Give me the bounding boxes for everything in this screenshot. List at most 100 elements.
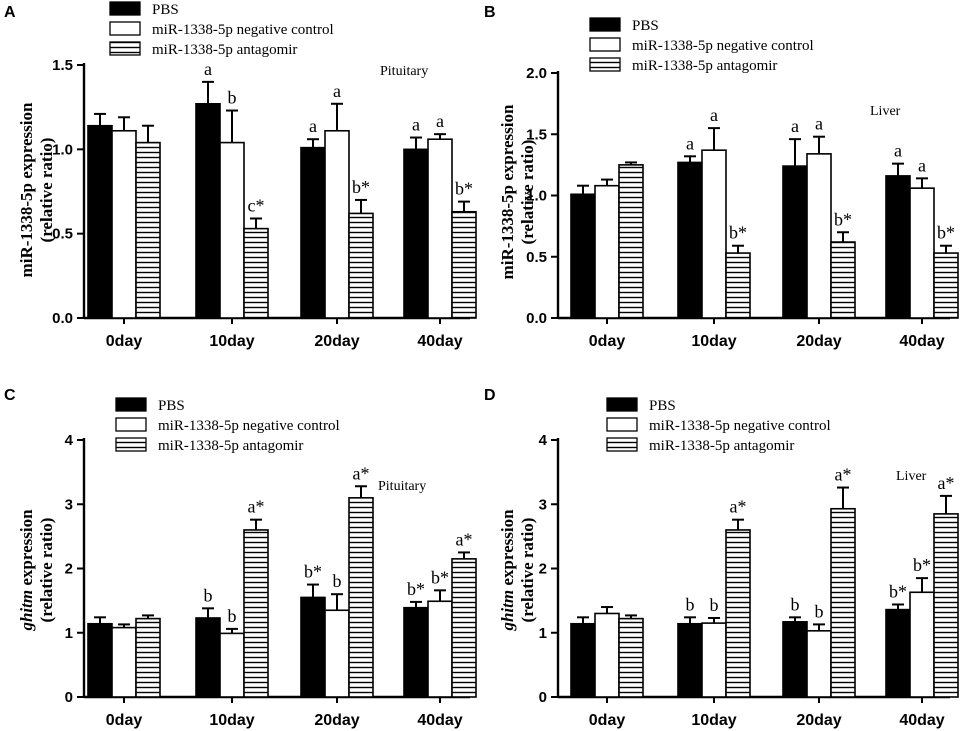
tissue-label: Pituitary	[378, 479, 426, 494]
bar	[782, 621, 808, 698]
bar	[87, 622, 113, 698]
significance-label: b*	[407, 579, 425, 599]
tissue-label: Liver	[896, 469, 927, 484]
legend-label-2: miR-1338-5p antagomir	[152, 42, 297, 58]
bar	[300, 146, 326, 319]
significance-label: a	[686, 133, 694, 153]
panel-B: B PBS miR-1338-5p negative control miR-1338…	[484, 4, 959, 350]
y-tick-label: 0.5	[526, 249, 547, 266]
bar	[570, 193, 596, 319]
legend-swatch-0	[109, 1, 141, 16]
bar	[403, 606, 429, 698]
legend-swatch-1	[606, 417, 638, 432]
bar	[427, 138, 453, 319]
bar	[243, 529, 269, 698]
bar	[111, 129, 137, 319]
bar	[87, 124, 113, 319]
bar	[782, 165, 808, 319]
significance-label: b	[815, 601, 824, 621]
y-axis-title: miR-1338-5p expression(relative ratio)	[498, 104, 537, 279]
bar	[219, 141, 245, 319]
bar	[909, 591, 935, 698]
bar	[885, 175, 911, 319]
significance-label: b	[204, 585, 213, 605]
y-tick-label: 1	[65, 625, 73, 642]
panel-letter: C	[4, 387, 16, 404]
bar	[701, 149, 727, 319]
y-axis-title: ghitm expression(relative ratio)	[498, 509, 537, 632]
significance-label: b*	[352, 177, 370, 197]
y-tick-label: 1.0	[526, 188, 547, 205]
bar	[594, 184, 620, 319]
significance-label: b*	[431, 567, 449, 587]
legend: PBS miR-1338-5p negative control miR-1338-…	[115, 397, 340, 454]
significance-label: a	[436, 111, 444, 131]
tissue-label: Liver	[870, 104, 901, 119]
significance-label: b*	[937, 223, 955, 243]
significance-label: c*	[248, 195, 265, 215]
significance-label: a*	[353, 463, 370, 483]
panel-letter: A	[4, 4, 16, 21]
y-tick-label: 2	[65, 561, 73, 578]
bar	[909, 187, 935, 319]
legend-label-1: miR-1338-5p negative control	[649, 418, 831, 434]
significance-label: a*	[938, 473, 955, 493]
significance-label: a*	[248, 497, 265, 517]
significance-label: a*	[730, 497, 747, 517]
panel-letter: D	[484, 387, 496, 404]
legend-label-1: miR-1338-5p negative control	[152, 22, 334, 38]
y-tick-label: 0	[539, 689, 547, 706]
bar	[324, 609, 350, 698]
legend: PBS miR-1338-5p negative control miR-1338-…	[606, 397, 831, 454]
y-axis-title-line2: (relative ratio)	[37, 518, 56, 623]
legend-label-1: miR-1338-5p negative control	[158, 418, 340, 434]
y-tick-label: 1.0	[52, 141, 73, 158]
x-tick-label: 0day	[589, 712, 626, 729]
bar	[324, 129, 350, 319]
y-tick-label: 3	[65, 496, 73, 513]
legend-label-0: PBS	[632, 18, 659, 34]
y-axis-title-line2: (relative ratio)	[518, 518, 537, 623]
x-tick-label: 0day	[106, 712, 143, 729]
legend: PBS miR-1338-5p negative control miR-1338-…	[109, 1, 334, 58]
bar	[725, 252, 751, 319]
significance-label: b*	[455, 179, 473, 199]
bar	[427, 600, 453, 698]
legend-label-2: miR-1338-5p antagomir	[632, 58, 777, 74]
legend-swatch-0	[589, 17, 621, 32]
y-axis-title-line1: ghitm expression	[498, 509, 517, 632]
significance-label: a*	[456, 529, 473, 549]
significance-label: a	[894, 141, 902, 161]
x-tick-label: 0day	[589, 333, 626, 350]
bar	[300, 596, 326, 698]
x-tick-label: 10day	[209, 333, 254, 350]
bar	[243, 227, 269, 319]
significance-label: a	[815, 114, 823, 134]
significance-label: b	[686, 594, 695, 614]
y-axis-title-line2: (relative ratio)	[37, 138, 56, 243]
significance-label: a	[791, 116, 799, 136]
y-tick-label: 2	[539, 561, 547, 578]
bar	[885, 608, 911, 698]
bar	[830, 507, 856, 698]
significance-label: a*	[835, 465, 852, 485]
y-tick-label: 1.5	[526, 126, 547, 143]
legend-label-2: miR-1338-5p antagomir	[649, 438, 794, 454]
bar	[677, 622, 703, 698]
significance-label: b	[710, 595, 719, 615]
bar	[195, 617, 221, 698]
significance-label: b*	[913, 555, 931, 575]
y-tick-label: 1.5	[52, 57, 73, 74]
x-tick-label: 20day	[314, 333, 359, 350]
legend-label-0: PBS	[152, 2, 179, 18]
significance-label: b	[791, 594, 800, 614]
y-axis-title-line1: miR-1338-5p expression	[17, 102, 36, 277]
y-tick-label: 1	[539, 625, 547, 642]
bar	[933, 252, 959, 319]
bar	[219, 632, 245, 698]
y-axis-title-line1: miR-1338-5p expression	[498, 104, 517, 279]
y-axis-title: ghitm expression(relative ratio)	[17, 509, 56, 632]
x-tick-label: 20day	[796, 333, 841, 350]
bar	[806, 630, 832, 698]
